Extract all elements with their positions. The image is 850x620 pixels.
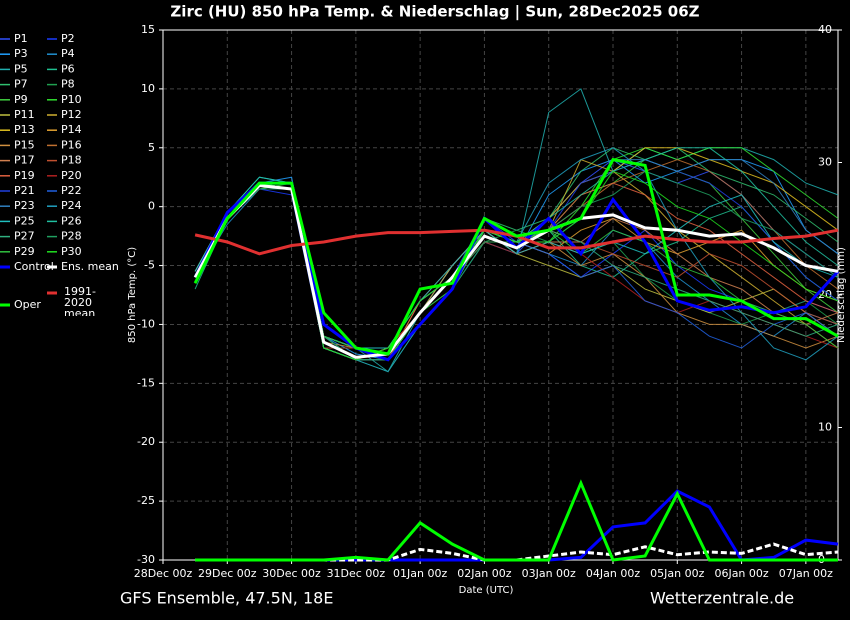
y-axis-label: 850 hPa Temp. (°C) <box>127 247 138 343</box>
y2-tick-label: 10 <box>818 421 832 434</box>
y-tick-label: -15 <box>137 376 155 389</box>
legend-label: Ens. mean <box>61 260 119 273</box>
legend-label: P7 <box>14 78 28 91</box>
y-tick-label: -30 <box>137 553 155 566</box>
y-tick-label: -10 <box>137 317 155 330</box>
legend-label: P23 <box>14 199 35 212</box>
y-tick-label: -20 <box>137 435 155 448</box>
x-tick-label: 06Jan 00z <box>714 567 768 580</box>
legend-label: P4 <box>61 47 75 60</box>
temp-line <box>193 183 839 359</box>
x-tick-label: 28Dec 00z <box>134 567 193 580</box>
x-tick-label: 29Dec 00z <box>198 567 257 580</box>
legend-label: P1 <box>14 32 28 45</box>
x-axis-label: Date (UTC) <box>459 585 514 596</box>
legend-label: Oper <box>14 298 41 311</box>
legend-label: P8 <box>61 78 75 91</box>
legend-label: P11 <box>14 108 35 121</box>
x-tick-label: 31Dec 00z <box>327 567 386 580</box>
y-tick-label: -25 <box>137 494 155 507</box>
legend-label: P2 <box>61 32 75 45</box>
x-tick-label: 30Dec 00z <box>262 567 321 580</box>
legend-label: Control <box>14 260 54 273</box>
legend-label: P24 <box>61 199 82 212</box>
legend-label: P16 <box>61 138 82 151</box>
chart-title: Zirc (HU) 850 hPa Temp. & Niederschlag |… <box>170 3 699 22</box>
y2-tick-label: 30 <box>818 156 832 169</box>
x-tick-label: 02Jan 00z <box>457 567 511 580</box>
legend-label: P30 <box>61 245 82 258</box>
legend-label: P25 <box>14 214 35 227</box>
subtitle: GFS Ensemble, 47.5N, 18E <box>120 589 333 608</box>
legend-label: P12 <box>61 108 82 121</box>
legend-entry-wrap: 1991-2020 mean <box>64 286 96 316</box>
source: Wetterzentrale.de <box>650 589 794 608</box>
legend-label: P5 <box>14 62 28 75</box>
legend-label: P21 <box>14 184 35 197</box>
legend-label: P29 <box>14 245 35 258</box>
legend-label: P27 <box>14 230 35 243</box>
legend-label: P13 <box>14 123 35 136</box>
legend-label: 1991-2020 mean <box>64 286 96 316</box>
legend-label: P18 <box>61 154 82 167</box>
temp-line <box>193 157 839 356</box>
x-tick-label: 05Jan 00z <box>650 567 704 580</box>
legend-label: P15 <box>14 138 35 151</box>
y-tick-label: 15 <box>141 23 155 36</box>
precip-line <box>195 479 838 562</box>
legend-label: P26 <box>61 214 82 227</box>
legend-label: P19 <box>14 169 35 182</box>
legend-label: P20 <box>61 169 82 182</box>
legend-label: P6 <box>61 62 75 75</box>
legend-label: P3 <box>14 47 28 60</box>
x-tick-label: 04Jan 00z <box>586 567 640 580</box>
x-tick-label: 07Jan 00z <box>779 567 833 580</box>
y-tick-label: 5 <box>148 141 155 154</box>
legend-label: P17 <box>14 154 35 167</box>
x-tick-label: 03Jan 00z <box>522 567 576 580</box>
legend-label: P28 <box>61 230 82 243</box>
legend-label: P9 <box>14 93 28 106</box>
legend-label: P10 <box>61 93 82 106</box>
y-tick-label: 0 <box>148 200 155 213</box>
x-tick-label: 01Jan 00z <box>393 567 447 580</box>
y-tick-label: 10 <box>141 82 155 95</box>
y-tick-label: -5 <box>144 259 155 272</box>
legend-label: P22 <box>61 184 82 197</box>
legend-label: P14 <box>61 123 82 136</box>
